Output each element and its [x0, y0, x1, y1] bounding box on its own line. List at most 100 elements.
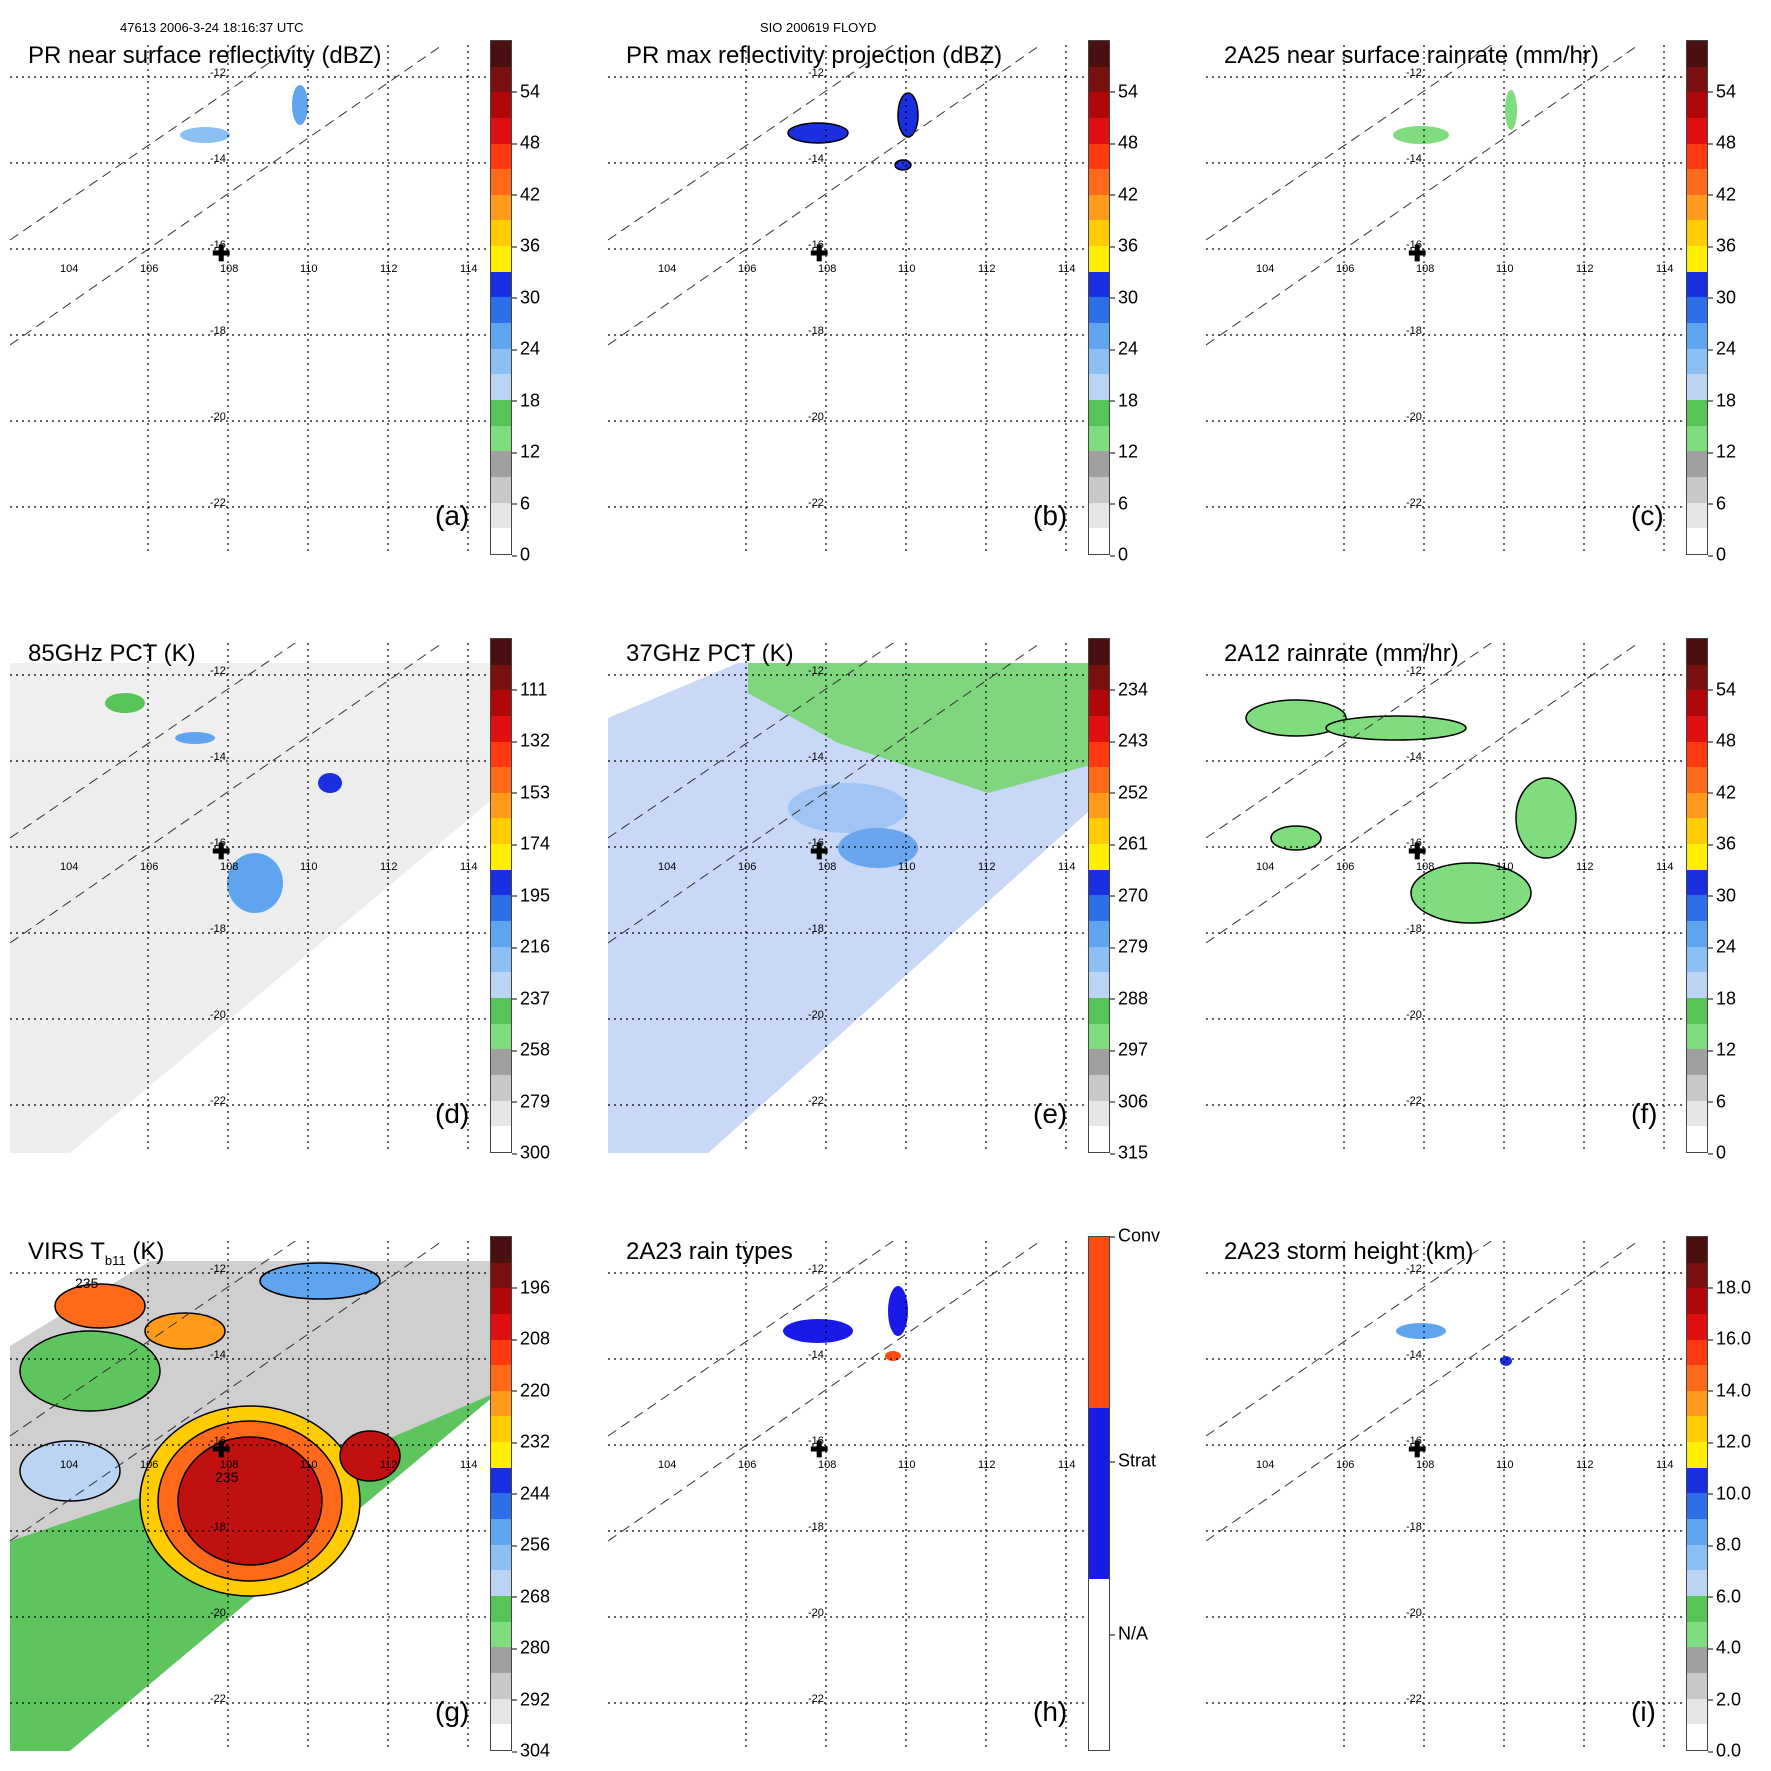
panel-title: PR max reflectivity projection (dBZ): [626, 42, 1002, 70]
colorbar-tick: 42: [1707, 184, 1737, 204]
lat-label: -16: [1406, 1435, 1422, 1447]
lat-label: -22: [210, 1095, 226, 1107]
colorbar-swatch: [1089, 895, 1109, 922]
data-blob: [885, 1351, 901, 1361]
colorbar-swatch: [491, 297, 511, 324]
colorbar-swatch: [1089, 1237, 1109, 1408]
colorbar-tick: 12: [1707, 1039, 1737, 1060]
colorbar-swatch: [491, 1049, 511, 1075]
colorbar: [490, 40, 512, 555]
colorbar-swatch: [491, 844, 511, 870]
lon-label: 112: [1576, 263, 1594, 275]
colorbar: [490, 638, 512, 1153]
colorbar-tick: 54: [511, 81, 541, 101]
lat-label: -14: [808, 751, 824, 763]
colorbar-swatch: [491, 92, 511, 118]
colorbar-swatch: [1687, 348, 1707, 375]
panel-title: 37GHz PCT (K): [626, 640, 794, 668]
panel-g: 104 106 108 110 112 114 -12 -14 -16 -18 -20 -22 ✚ 235…: [0, 1196, 560, 1766]
lat-label: -18: [1406, 1521, 1422, 1533]
colorbar-tick: 18: [1109, 390, 1139, 410]
lat-label: -22: [1406, 497, 1422, 509]
colorbar-swatch: [1687, 502, 1707, 529]
colorbar: [1088, 40, 1110, 555]
colorbar-tick: 18: [1707, 390, 1737, 410]
colorbar-tick: 292: [511, 1689, 551, 1709]
lon-label: 104: [658, 861, 677, 873]
colorbar-swatch: [1089, 818, 1109, 845]
lat-label: -22: [808, 497, 824, 509]
colorbar-tick: 48: [1109, 132, 1139, 153]
colorbar-swatch: [1687, 1023, 1707, 1050]
colorbar-tick: 0: [1109, 544, 1129, 565]
lon-label: 106: [1336, 263, 1355, 275]
colorbar: [1686, 1236, 1708, 1751]
colorbar-tick: 12: [1707, 441, 1737, 462]
map-c: 104 106 108 110 112 114 -12 -14 -16 -18 -20 -22 ✚: [1206, 45, 1696, 555]
colorbar-tick: 42: [511, 184, 541, 204]
colorbar-swatch: [1687, 399, 1707, 426]
panel-label: (h): [1033, 1696, 1068, 1727]
colorbar-swatch: [491, 1467, 511, 1494]
colorbar-swatch: [491, 425, 511, 452]
map-a: 104 106 108 110 112 114 -12 -14 -16 -18 -20 -22 ✚: [10, 45, 500, 555]
colorbar-tick: 36: [1109, 235, 1139, 256]
panel-title-text: PR near surface reflectivity (dBZ): [28, 42, 382, 69]
lat-label: -20: [808, 411, 824, 423]
colorbar-tick: 220: [511, 1380, 551, 1400]
colorbar-swatch: [1687, 1544, 1707, 1571]
data-blob: [19, 1440, 121, 1502]
lat-label: -20: [808, 1009, 824, 1021]
colorbar-swatch: [491, 271, 511, 298]
panel-label: (c): [1631, 500, 1664, 531]
colorbar-swatch: [1089, 374, 1109, 400]
lat-label: -18: [210, 325, 226, 337]
colorbar-swatch: [1089, 220, 1109, 247]
colorbar-swatch: [491, 1544, 511, 1571]
colorbar-tick: 6: [1707, 493, 1727, 513]
colorbar-swatch: [491, 1365, 511, 1391]
data-blob: [144, 1312, 226, 1350]
panel-e: 104 106 108 110 112 114 -12 -14 -16 -18 -20 -22 ✚ 37G…: [598, 598, 1158, 1168]
colorbar-swatch: [1687, 818, 1707, 845]
data-blob: [787, 122, 849, 144]
lon-label: 114: [1656, 861, 1674, 873]
colorbar-swatch: [1687, 844, 1707, 870]
lon-label: 104: [60, 1459, 79, 1471]
lon-label: 104: [60, 263, 79, 275]
lon-label: 106: [140, 263, 159, 275]
panel-title-text: 2A12 rainrate (mm/hr): [1224, 640, 1459, 667]
colorbar-swatch: [1687, 1467, 1707, 1494]
lon-label: 104: [1256, 1459, 1275, 1471]
colorbar-tick: 6: [1109, 493, 1129, 513]
colorbar: [1088, 1236, 1110, 1751]
lat-label: -14: [1406, 1349, 1422, 1361]
colorbar-swatch: [491, 1126, 511, 1152]
colorbar-tick: Strat: [1109, 1450, 1157, 1471]
colorbar-swatch: [1687, 451, 1707, 477]
data-blob: [54, 1283, 146, 1329]
colorbar-tick: 24: [1707, 936, 1737, 957]
colorbar-swatch: [491, 1621, 511, 1648]
colorbar-swatch: [1687, 528, 1707, 554]
data-blob: [888, 1286, 908, 1336]
colorbar-swatch: [491, 348, 511, 375]
colorbar-tick: 6: [1707, 1091, 1727, 1111]
storm-center-marker: ✚: [1408, 839, 1427, 864]
lat-label: -22: [808, 1095, 824, 1107]
lat-label: -18: [808, 923, 824, 935]
lat-label: -14: [210, 1349, 226, 1361]
colorbar-swatch: [1687, 1724, 1707, 1750]
colorbar-swatch: [1089, 715, 1109, 742]
lon-label: 112: [978, 1459, 996, 1471]
colorbar-swatch: [491, 220, 511, 247]
data-blob: [1245, 699, 1347, 737]
colorbar-swatch: [1687, 41, 1707, 67]
lon-label: 108: [220, 1459, 239, 1471]
colorbar-swatch: [491, 41, 511, 67]
panel-title: PR near surface reflectivity (dBZ): [28, 42, 381, 70]
lat-label: -14: [1406, 751, 1422, 763]
lat-label: -20: [808, 1607, 824, 1619]
panel-title: 2A23 storm height (km): [1224, 1238, 1473, 1266]
lon-label: 110: [898, 861, 916, 873]
